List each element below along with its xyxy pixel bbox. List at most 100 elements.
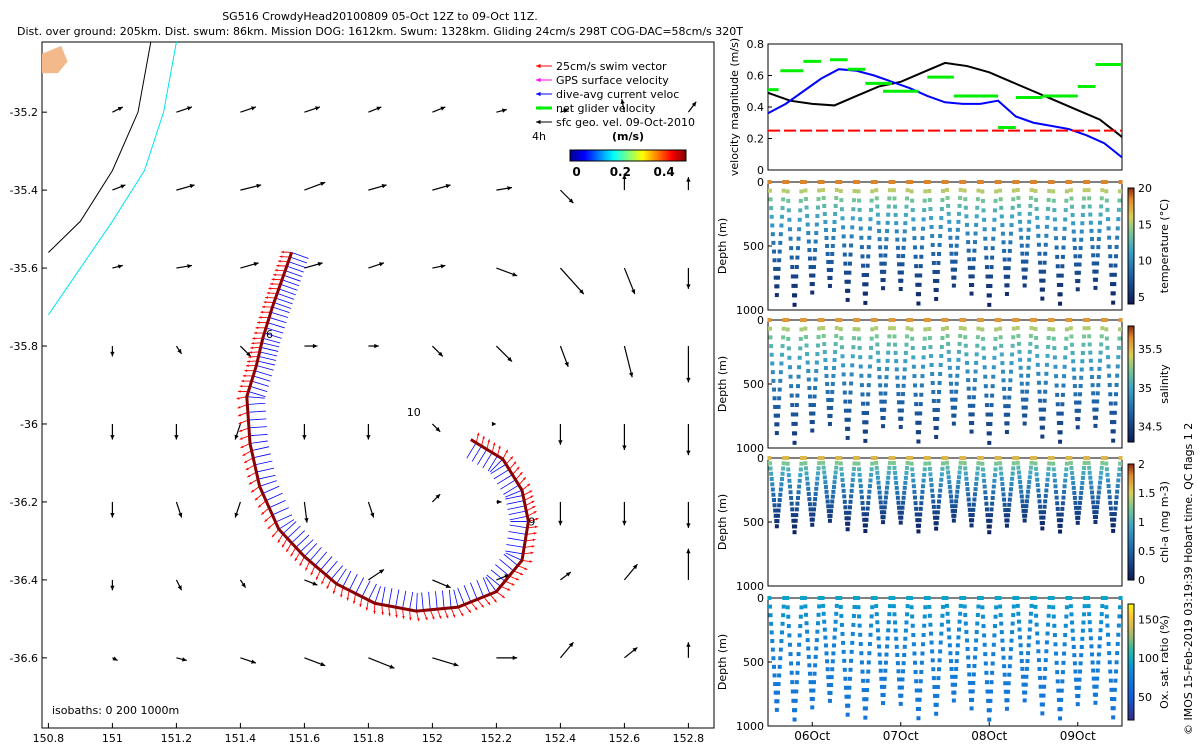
temperature-sample — [985, 274, 990, 279]
oxygen-sample — [814, 646, 819, 651]
salinity-sample — [1068, 318, 1073, 322]
oxygen-sample — [1118, 596, 1123, 600]
oxygen-frame — [767, 597, 1123, 727]
oxygen-sample — [850, 631, 855, 636]
oxygen-ytick-label: 0 — [757, 592, 764, 605]
chla-sample — [1026, 484, 1031, 489]
chla-cbar-tick-label: 1 — [1138, 516, 1145, 529]
chla-sample — [1003, 513, 1008, 518]
oxygen-sample — [838, 604, 843, 609]
chla-sample — [913, 501, 918, 506]
salinity-sample — [1112, 410, 1117, 415]
chla-sample — [973, 487, 978, 492]
salinity-sample — [866, 383, 871, 388]
chla-sample — [946, 470, 951, 475]
oxygen-sample — [983, 661, 988, 666]
salinity-sample — [1114, 392, 1119, 397]
salinity-sample — [885, 367, 890, 372]
oxygen-sample — [937, 667, 942, 672]
legend-entry: sfc geo. vel. 09-Oct-2010 — [556, 116, 695, 129]
chla-sample — [855, 456, 860, 460]
salinity-sample — [1053, 364, 1058, 369]
salinity-sample — [782, 318, 787, 322]
map-panel: 150.8 151 151.2 151.4 151.6 151.8 152 152.2 152.… — [10, 41, 715, 745]
salinity-sample — [769, 344, 774, 349]
salinity-sample — [882, 399, 887, 404]
temperature-sample — [1030, 180, 1035, 184]
sfc-geo-vector — [559, 345, 569, 368]
salinity-sample — [980, 327, 985, 332]
salinity-sample — [983, 384, 988, 389]
temperature-sample — [1046, 197, 1051, 202]
sfc-geo-vector — [432, 184, 451, 191]
dive-avg-current-vector — [457, 587, 465, 605]
oxygen-sample — [863, 706, 868, 711]
temperature-sample — [865, 263, 870, 268]
temperature-sample — [867, 235, 872, 240]
oxygen-sample — [930, 658, 935, 663]
oxygen-sample — [1015, 596, 1020, 600]
salinity-sample — [906, 318, 911, 322]
chla-sample — [821, 465, 826, 470]
temperature-sample — [1099, 204, 1104, 209]
chla-sample — [869, 467, 874, 472]
temperature-sample — [792, 302, 797, 307]
salinity-sample — [1107, 382, 1112, 387]
velocity-ytick-label: 0.4 — [747, 101, 765, 114]
salinity-sample — [1004, 429, 1009, 434]
temperature-sample — [1036, 233, 1041, 238]
oxygen-sample — [902, 644, 907, 649]
salinity-sample — [927, 326, 932, 331]
chla-sample — [948, 494, 953, 499]
temperature-sample — [826, 267, 831, 272]
chla-sample — [954, 499, 959, 504]
chla-sample — [1116, 478, 1121, 483]
temperature-sample — [897, 262, 902, 267]
oxygen-sample — [774, 707, 779, 712]
oxygen-sample — [787, 633, 792, 638]
oxygen-sample — [833, 627, 838, 632]
dive-avg-current-vector — [505, 552, 523, 561]
chla-sample — [1018, 480, 1023, 485]
temperature-sample — [931, 260, 936, 265]
sfc-geo-vector — [304, 181, 326, 191]
salinity-sample — [1086, 326, 1091, 331]
salinity-sample — [834, 325, 839, 330]
oxygen-sample — [1089, 644, 1094, 649]
salinity-sample — [887, 334, 892, 339]
salinity-sample — [935, 416, 940, 421]
salinity-sample — [1087, 342, 1092, 347]
salinity-sample — [972, 378, 977, 383]
chla-sample — [975, 471, 980, 476]
salinity-sample — [1026, 373, 1031, 378]
salinity-sample — [811, 403, 816, 408]
chla-sample — [1028, 465, 1033, 470]
temperature-sample — [1075, 287, 1080, 292]
temperature-sample — [1042, 260, 1047, 265]
oxygen-sample — [1086, 596, 1091, 600]
temperature-sample — [791, 283, 796, 288]
oxygen-sample — [1020, 666, 1025, 671]
temperature-sample — [1103, 180, 1108, 184]
salinity-sample — [1107, 373, 1112, 378]
temperature-sample — [1012, 180, 1017, 184]
salinity-sample — [1017, 349, 1022, 354]
salinity-sample — [842, 381, 847, 386]
oxygen-sample — [867, 642, 872, 647]
chla-colorbar — [1127, 463, 1135, 581]
oxygen-sample — [962, 596, 967, 600]
salinity-sample — [853, 318, 858, 322]
temperature-sample — [857, 198, 862, 203]
dive-avg-current-vector — [503, 553, 518, 566]
chla-sample — [771, 498, 776, 503]
oxygen-sample — [929, 640, 934, 645]
swim-vector — [257, 500, 267, 508]
chla-sample — [805, 476, 810, 481]
salinity-sample — [940, 335, 945, 340]
salinity-sample — [1069, 334, 1074, 339]
salinity-sample — [1113, 401, 1118, 406]
oxygen-sample — [848, 667, 853, 672]
chla-sample — [910, 467, 915, 472]
temperature-sample — [964, 222, 969, 227]
